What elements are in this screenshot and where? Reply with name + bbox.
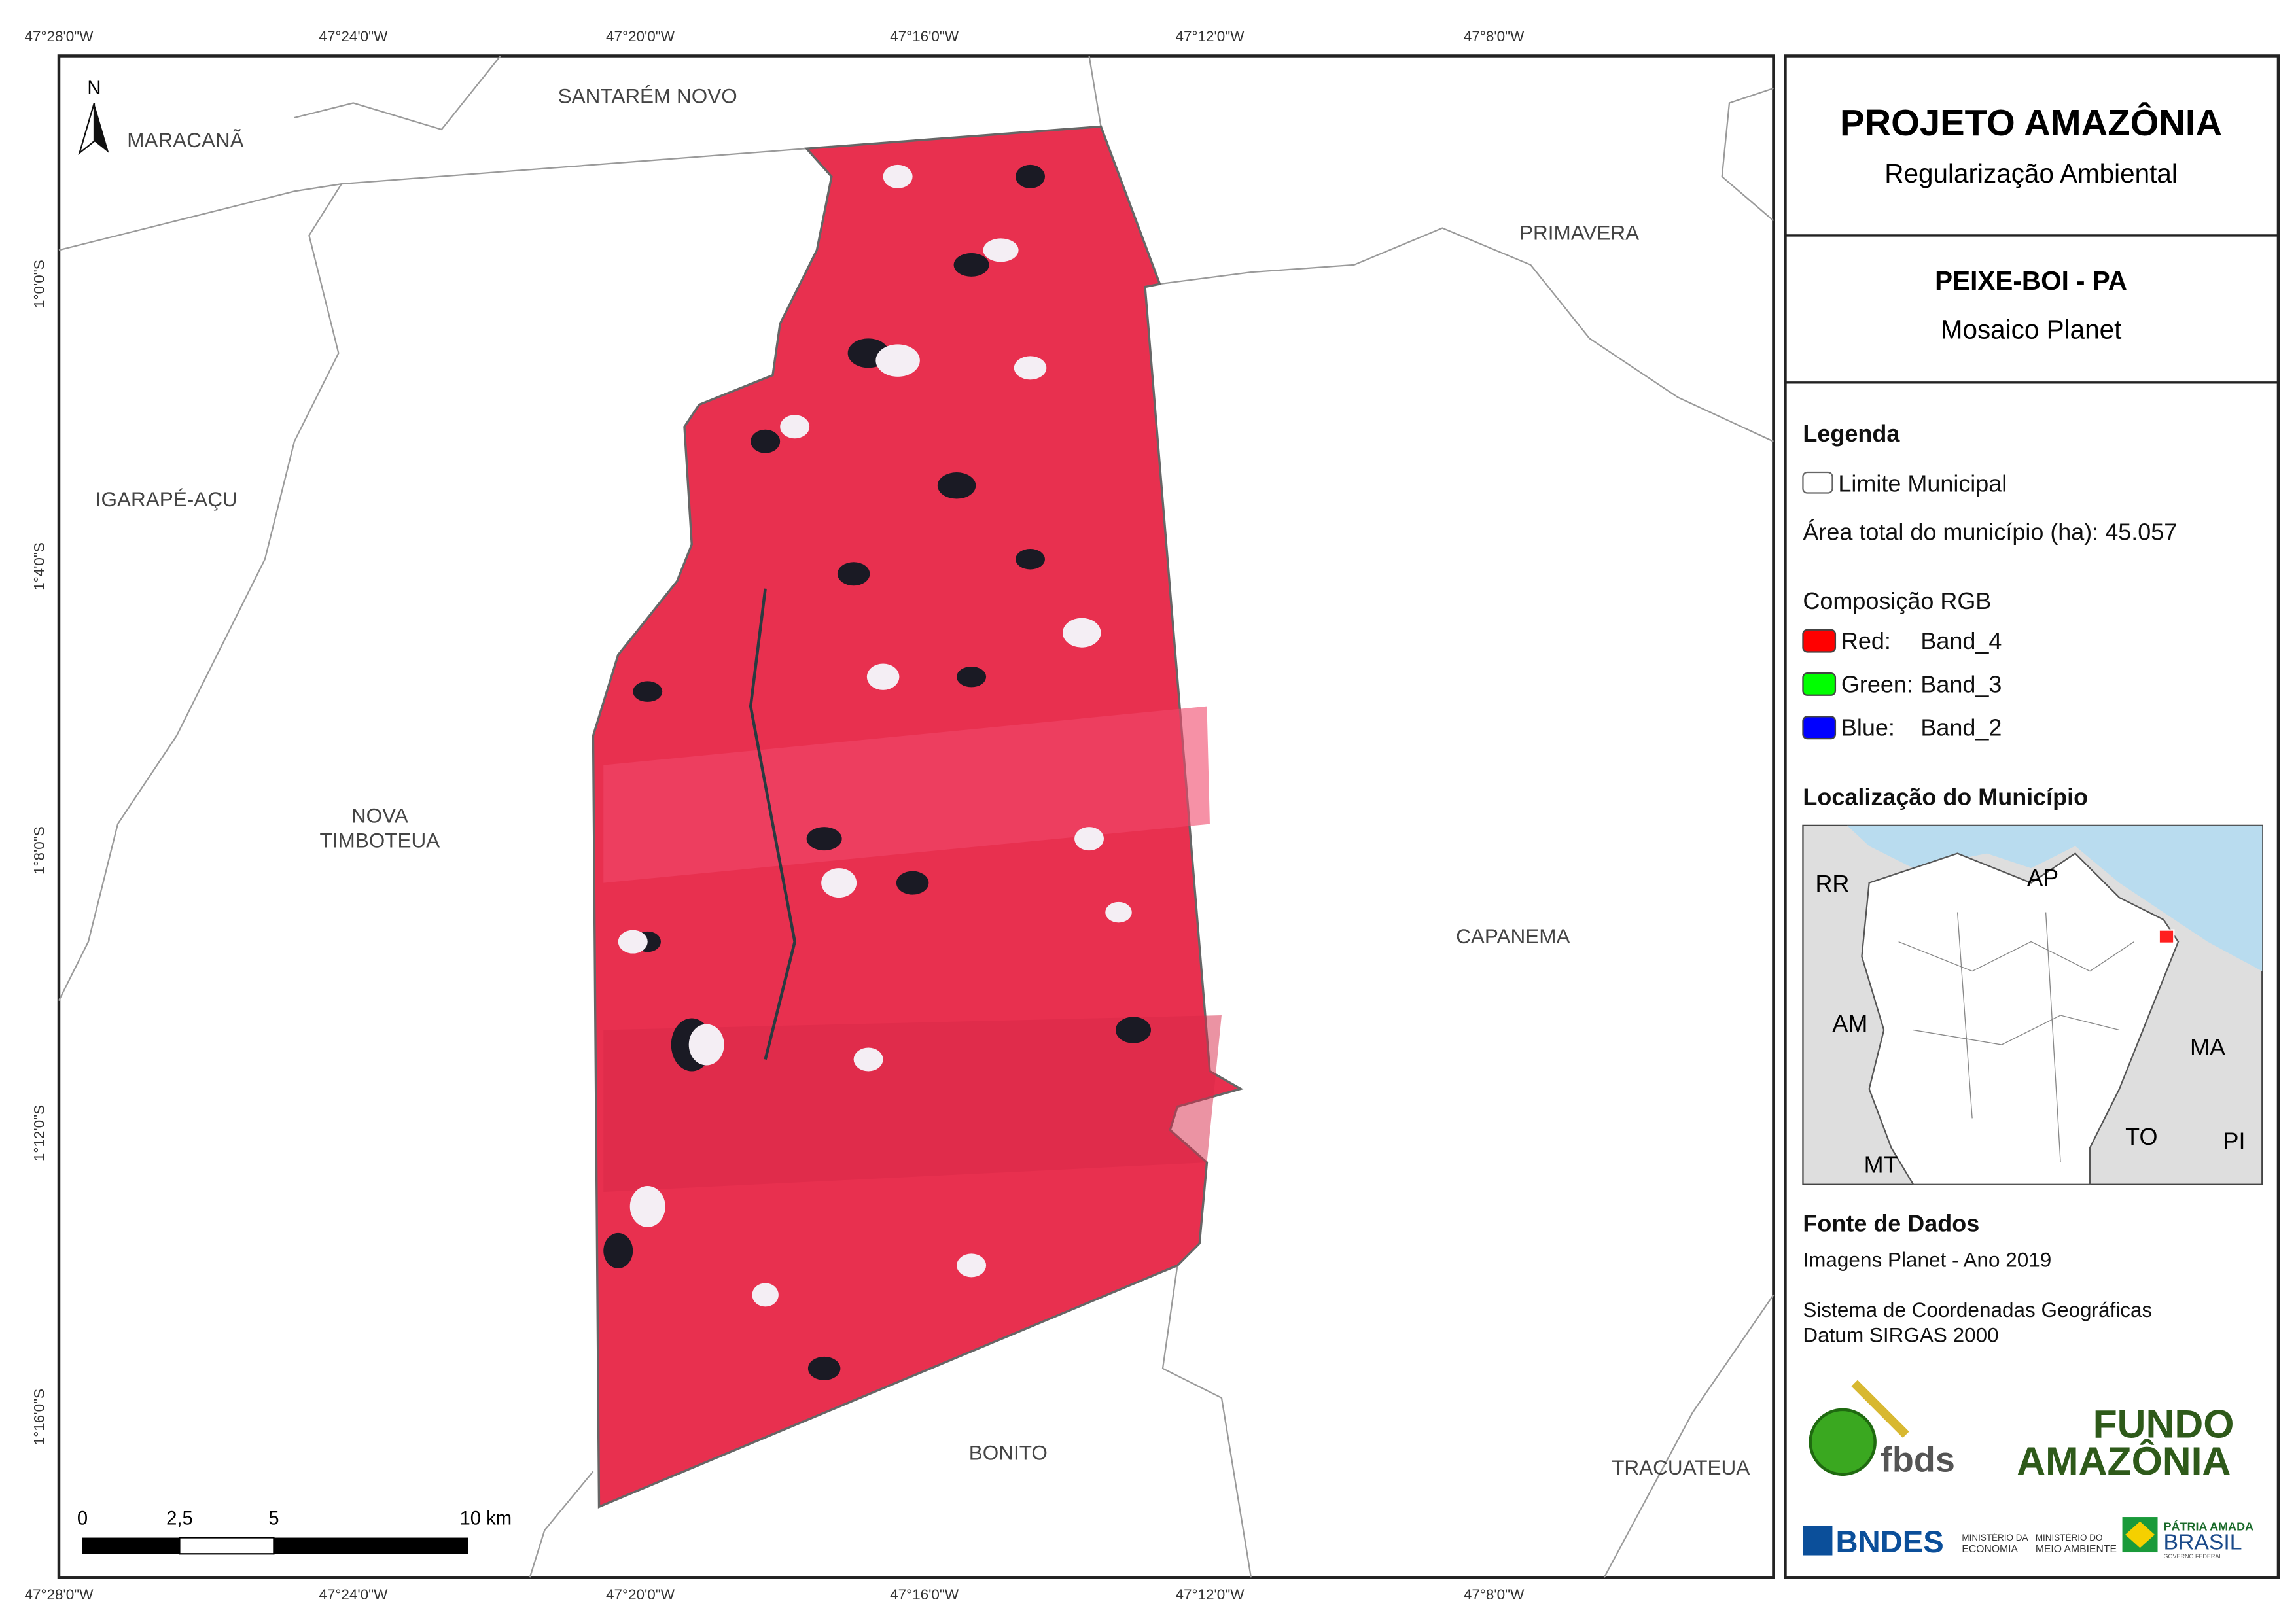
state-label: AM bbox=[1832, 1010, 1867, 1037]
scale-label: 10 km bbox=[459, 1508, 512, 1529]
bndes-logo: BNDES bbox=[1836, 1525, 1944, 1560]
longitude-label: 47°24'0"W bbox=[319, 1586, 388, 1603]
fbds-logo: fbds bbox=[1881, 1440, 1955, 1479]
brasil-logo: PÁTRIA AMADA bbox=[2164, 1519, 2254, 1533]
north-arrow: N bbox=[78, 78, 109, 156]
state-label: MT bbox=[1864, 1151, 1898, 1178]
scale-bar: 0 2,5 5 10 km bbox=[77, 1508, 512, 1555]
band-name: Band_4 bbox=[1920, 627, 2002, 654]
limit-swatch bbox=[1802, 471, 1833, 494]
longitude-label: 47°24'0"W bbox=[319, 28, 388, 44]
place-name: TIMBOTEUA bbox=[320, 829, 440, 852]
place-name: NOVA bbox=[351, 803, 408, 827]
place-name: SANTARÉM NOVO bbox=[558, 84, 737, 107]
state-label: AP bbox=[2027, 864, 2058, 891]
state-label: PI bbox=[2223, 1128, 2246, 1155]
municipality-name: PEIXE-BOI - PA bbox=[1935, 266, 2127, 296]
latitude-label: 1°4'0"S bbox=[31, 542, 48, 591]
longitude-label: 47°8'0"W bbox=[1464, 1586, 1525, 1603]
place-name: BONITO bbox=[969, 1440, 1048, 1464]
legend-heading: Legenda bbox=[1803, 420, 1900, 447]
longitude-label: 47°12'0"W bbox=[1175, 1586, 1245, 1603]
location-heading: Localização do Município bbox=[1803, 783, 2088, 810]
place-name: IGARAPÉ-AÇU bbox=[96, 487, 238, 511]
location-inset: RR AP AM MA TO PI MT bbox=[1802, 824, 2263, 1185]
place-name: TRACUATEUA bbox=[1612, 1456, 1750, 1479]
place-names: MARACANÃ SANTARÉM NOVO PRIMAVERA IGARAPÉ… bbox=[96, 84, 1750, 1478]
band-swatch bbox=[1802, 716, 1837, 740]
state-label: TO bbox=[2125, 1123, 2157, 1150]
ministry-logo: MINISTÉRIO DO bbox=[2036, 1533, 2103, 1543]
longitude-label: 47°20'0"W bbox=[606, 28, 675, 44]
panel-title: PROJETO AMAZÔNIA bbox=[1840, 102, 2222, 143]
longitude-label: 47°28'0"W bbox=[24, 1586, 94, 1603]
ministry-logo: ECONOMIA bbox=[1962, 1544, 2018, 1555]
latitude-label: 1°8'0"S bbox=[31, 826, 48, 875]
scale-label: 2,5 bbox=[166, 1508, 193, 1529]
band-name: Band_2 bbox=[1920, 714, 2002, 741]
source-line: Datum SIRGAS 2000 bbox=[1803, 1323, 1998, 1346]
rgb-heading: Composição RGB bbox=[1803, 587, 1991, 614]
state-label: RR bbox=[1815, 870, 1849, 897]
latitude-label: 1°0'0"S bbox=[31, 260, 48, 308]
mosaic-name: Mosaico Planet bbox=[1941, 314, 2122, 344]
longitude-label: 47°16'0"W bbox=[890, 28, 959, 44]
band-legend: Red: Band_4 Green: Band_3 Blue: Band_2 bbox=[1802, 627, 2002, 741]
band-swatch bbox=[1802, 672, 1837, 696]
scale-label: 5 bbox=[268, 1508, 279, 1529]
scale-label: 0 bbox=[77, 1508, 88, 1529]
info-panel bbox=[1784, 54, 2280, 1579]
longitude-label: 47°16'0"W bbox=[890, 1586, 959, 1603]
brasil-logo: GOVERNO FEDERAL bbox=[2164, 1553, 2223, 1560]
north-label: N bbox=[87, 78, 101, 99]
place-name: PRIMAVERA bbox=[1519, 221, 1639, 245]
band-label: Blue: bbox=[1841, 714, 1895, 741]
place-name: MARACANÃ bbox=[127, 128, 243, 152]
sources-heading: Fonte de Dados bbox=[1803, 1210, 1979, 1237]
state-label: MA bbox=[2190, 1034, 2225, 1060]
longitude-label: 47°12'0"W bbox=[1175, 28, 1245, 44]
band-label: Red: bbox=[1841, 627, 1891, 654]
band-label: Green: bbox=[1841, 671, 1913, 697]
panel-subtitle: Regularização Ambiental bbox=[1884, 158, 2178, 188]
band-swatch bbox=[1802, 629, 1837, 653]
source-line: Sistema de Coordenadas Geográficas bbox=[1803, 1298, 2152, 1321]
brasil-logo: BRASIL bbox=[2164, 1530, 2242, 1555]
longitude-label: 47°8'0"W bbox=[1464, 28, 1525, 44]
longitude-label: 47°20'0"W bbox=[606, 1586, 675, 1603]
source-line: Imagens Planet - Ano 2019 bbox=[1803, 1248, 2051, 1272]
ministry-logo: MINISTÉRIO DA bbox=[1962, 1533, 2028, 1543]
ministry-logo: MEIO AMBIENTE bbox=[2036, 1544, 2117, 1555]
fundo-logo: FUNDO bbox=[2093, 1402, 2234, 1446]
latitude-label: 1°16'0"S bbox=[31, 1389, 48, 1445]
band-name: Band_3 bbox=[1920, 671, 2002, 697]
longitude-label: 47°28'0"W bbox=[24, 28, 94, 44]
legend-item: Limite Municipal bbox=[1838, 470, 2007, 497]
satellite-mosaic bbox=[592, 125, 1244, 1509]
longitude-labels: 47°28'0"W 47°24'0"W 47°20'0"W 47°16'0"W … bbox=[24, 28, 1525, 1603]
municipal-boundaries bbox=[58, 55, 1775, 1578]
latitude-labels: 1°0'0"S 1°4'0"S 1°8'0"S 1°12'0"S 1°16'0"… bbox=[31, 260, 48, 1445]
fundo-logo: AMAZÔNIA bbox=[2017, 1439, 2231, 1483]
area-text: Área total do município (ha): 45.057 bbox=[1803, 519, 2177, 546]
place-name: CAPANEMA bbox=[1456, 924, 1570, 948]
logos: fbds FUNDO AMAZÔNIA BNDES MINISTÉRIO DA … bbox=[1803, 1380, 2254, 1560]
latitude-label: 1°12'0"S bbox=[31, 1105, 48, 1161]
